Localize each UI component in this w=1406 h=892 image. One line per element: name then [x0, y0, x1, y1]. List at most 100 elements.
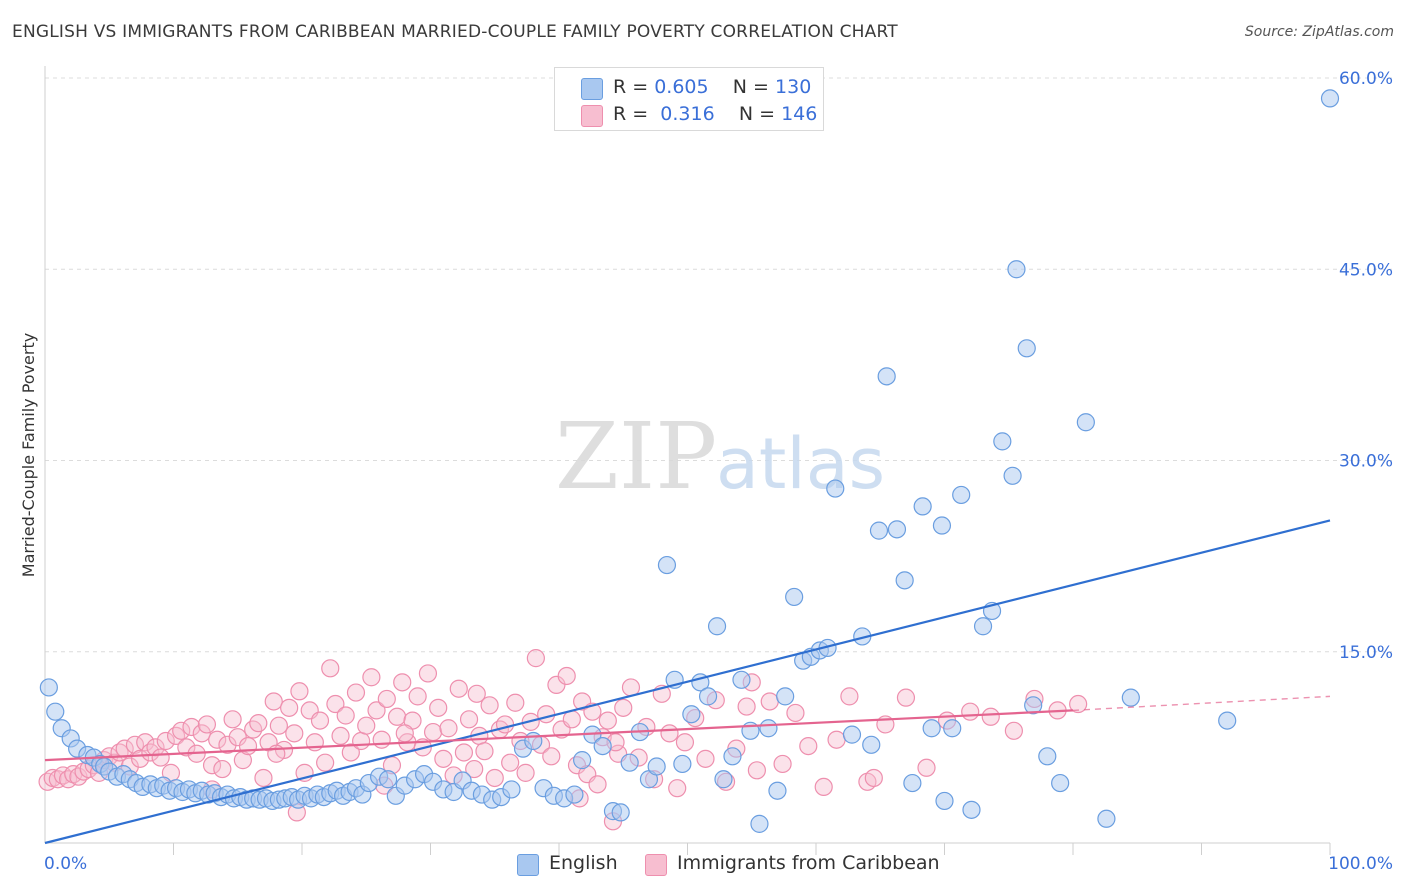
caribbean-point	[423, 722, 443, 742]
caribbean-point	[341, 743, 360, 762]
english-point	[1051, 773, 1070, 793]
caribbean-point	[981, 707, 1000, 726]
caribbean-point	[454, 743, 474, 762]
caribbean-point	[840, 687, 859, 706]
x-tick-label: 0.0%	[44, 854, 87, 874]
english-point	[565, 785, 584, 804]
legend-r-label: R =	[613, 76, 649, 98]
english-point	[502, 780, 521, 799]
caribbean-point	[675, 733, 695, 752]
english-point	[707, 617, 727, 636]
caribbean-point	[660, 724, 679, 743]
caribbean-point	[760, 692, 779, 711]
caribbean-point	[238, 736, 258, 756]
caribbean-point	[395, 724, 414, 743]
english-point	[573, 751, 592, 770]
caribbean-point	[228, 728, 247, 747]
caribbean-point	[485, 768, 504, 788]
legend-r-label: R =	[613, 103, 649, 125]
english-point	[1024, 696, 1043, 715]
legend-n-value: 146	[781, 103, 818, 125]
caribbean-point	[696, 749, 715, 768]
caribbean-point	[429, 698, 448, 717]
caribbean-point	[290, 682, 309, 701]
english-point	[1320, 89, 1340, 108]
english-point	[46, 702, 65, 721]
caribbean-point	[141, 743, 160, 762]
caribbean-point	[336, 706, 355, 725]
english-point	[1007, 260, 1026, 279]
caribbean-point	[495, 715, 515, 734]
caribbean-point	[280, 698, 299, 717]
caribbean-swatch	[645, 854, 667, 876]
y-tick-label: 30.0%	[1339, 452, 1393, 472]
caribbean-point	[465, 759, 484, 779]
english-point	[776, 687, 795, 706]
english-point	[993, 432, 1012, 451]
caribbean-point	[321, 659, 340, 678]
caribbean-point	[542, 747, 561, 766]
caribbean-point	[218, 735, 237, 754]
caribbean-point	[917, 758, 936, 777]
caribbean-point	[331, 726, 350, 746]
caribbean-point	[372, 730, 391, 749]
caribbean-point	[326, 694, 345, 714]
caribbean-point	[346, 683, 366, 702]
caribbean-label: Immigrants from Caribbean	[677, 852, 940, 874]
caribbean-point	[668, 779, 687, 798]
english-point	[952, 485, 971, 505]
caribbean-point	[362, 668, 381, 687]
caribbean-point	[459, 710, 479, 729]
caribbean-point	[408, 687, 427, 706]
caribbean-point	[197, 715, 217, 734]
english-point	[378, 770, 398, 789]
legend-n-label: N =	[738, 103, 776, 125]
english-point	[593, 736, 612, 756]
caribbean-point	[526, 649, 545, 668]
caribbean-point	[449, 679, 468, 698]
y-tick-label: 45.0%	[1339, 260, 1393, 280]
caribbean-point	[896, 688, 916, 707]
y-tick-labels: 15.0% 30.0% 45.0% 60.0%	[1339, 69, 1393, 663]
english-point	[1218, 711, 1237, 730]
caribbean-swatch	[581, 105, 603, 127]
svg-text:atlas: atlas	[716, 423, 885, 505]
english-point	[785, 587, 804, 607]
caribbean-point	[166, 726, 186, 746]
english-point	[1097, 809, 1116, 828]
english-point	[39, 678, 58, 697]
english-label: English	[549, 852, 618, 874]
english-point	[524, 731, 543, 751]
caribbean-point	[598, 711, 617, 730]
caribbean-point	[264, 692, 283, 711]
caribbean-point	[254, 768, 273, 788]
english-point	[620, 753, 639, 772]
zipatlas-watermark: ZIP atlas	[555, 403, 885, 510]
english-point	[714, 770, 733, 789]
caribbean-point	[172, 721, 191, 740]
english-point	[962, 800, 981, 819]
english-point	[759, 719, 778, 738]
english-point	[943, 719, 962, 738]
caribbean-point	[864, 768, 883, 788]
english-point	[826, 479, 845, 498]
english-point	[1121, 688, 1140, 707]
trend-lines	[44, 519, 1331, 845]
caribbean-point	[475, 742, 494, 761]
caribbean-point	[537, 705, 556, 724]
caribbean-point	[208, 730, 227, 749]
caribbean-point	[1004, 721, 1023, 740]
caribbean-point	[192, 724, 211, 743]
caribbean-point	[182, 717, 201, 737]
caribbean-point	[467, 684, 486, 703]
caribbean-point	[249, 714, 268, 733]
english-point	[611, 803, 630, 822]
english-point	[869, 521, 889, 540]
english-point	[673, 754, 692, 774]
english-point	[895, 571, 914, 590]
caribbean-point	[202, 756, 222, 775]
caribbean-point	[747, 761, 766, 780]
caribbean-point	[387, 707, 407, 726]
caribbean-point	[786, 703, 805, 723]
